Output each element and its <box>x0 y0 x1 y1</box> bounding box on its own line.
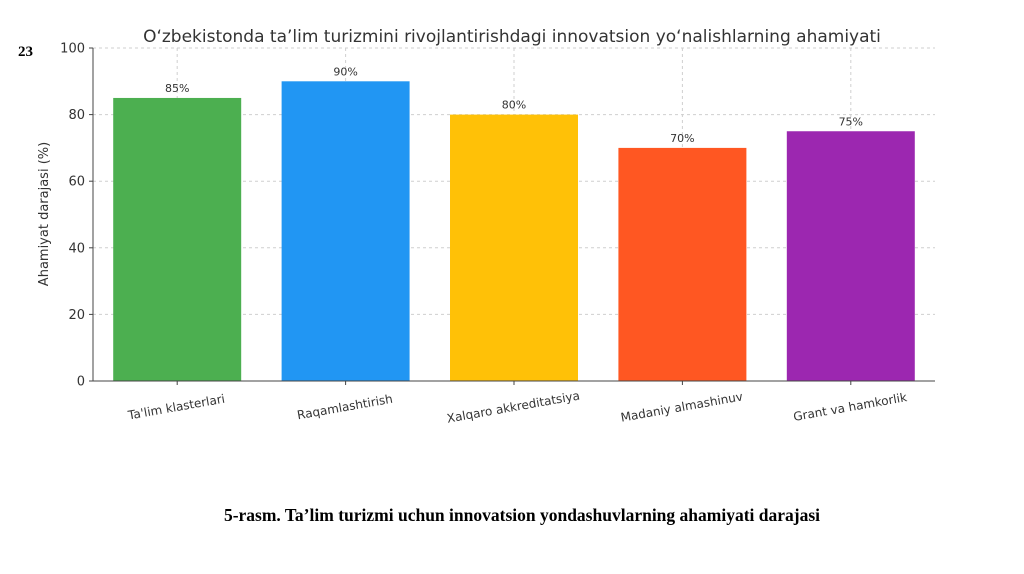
x-category-label: Ta'lim klasterlari <box>126 392 226 423</box>
y-tick-label: 0 <box>77 375 85 390</box>
bar-value-label: 90% <box>333 65 357 78</box>
axes <box>89 47 935 385</box>
bar-5 <box>786 131 915 381</box>
chart-title: O‘zbekistonda ta’lim turizmini rivojlant… <box>143 27 881 47</box>
y-tick-label: 100 <box>60 42 85 57</box>
x-category-label: Madaniy almashinuv <box>620 389 744 424</box>
y-tick-label: 40 <box>68 241 85 256</box>
bar-value-label: 75% <box>839 115 863 128</box>
y-tick-label: 60 <box>68 175 85 190</box>
bar-value-label: 85% <box>165 82 189 95</box>
x-category-label: Raqamlashtirish <box>296 392 394 423</box>
y-tick-label: 20 <box>68 308 85 323</box>
bar-value-label: 80% <box>502 99 526 112</box>
bar-1 <box>113 97 242 381</box>
bar-4 <box>618 147 747 381</box>
x-category-label: Xalqaro akkreditatsiya <box>446 388 581 425</box>
bars <box>113 81 915 382</box>
y-axis-label: Ahamiyat darajasi (%) <box>37 142 52 286</box>
bar-chart: O‘zbekistonda ta’lim turizmini rivojlant… <box>37 27 935 426</box>
bar-3 <box>450 114 578 381</box>
bar-2 <box>281 81 410 382</box>
x-category-label: Grant va hamkorlik <box>792 390 908 424</box>
bar-value-label: 70% <box>670 132 694 145</box>
figure-caption: 5-rasm. Ta’lim turizmi uchun innovatsion… <box>223 505 821 525</box>
page-number: 23 <box>18 44 33 60</box>
y-tick-label: 80 <box>68 108 85 123</box>
